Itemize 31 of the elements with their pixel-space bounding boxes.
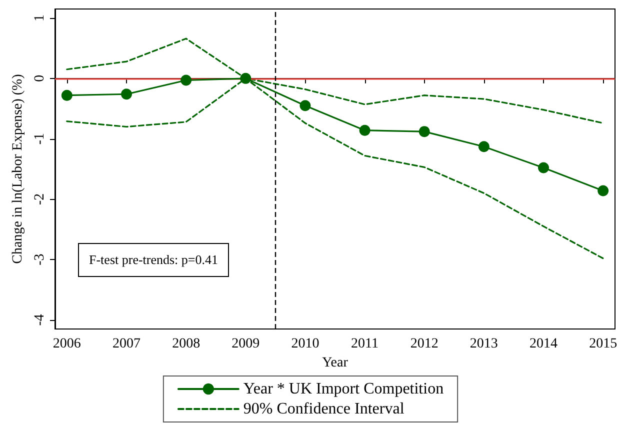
x-tick-label: 2011	[351, 336, 379, 352]
x-tick-label: 2006	[52, 336, 81, 352]
y-tick-label: -4	[32, 314, 48, 326]
point	[598, 185, 609, 196]
x-tick-label: 2012	[410, 336, 438, 352]
point	[240, 72, 252, 84]
point	[180, 74, 192, 86]
y-tick-label: 1	[32, 14, 48, 22]
x-tick-label: 2010	[291, 336, 320, 352]
y-tick-label: 0	[32, 74, 48, 82]
point	[418, 126, 430, 138]
point	[538, 162, 550, 174]
x-axis-title: Year	[322, 355, 348, 370]
point	[478, 141, 490, 152]
point	[121, 88, 132, 100]
y-tick-label: -2	[32, 193, 48, 206]
x-tick-label: 2014	[530, 336, 558, 352]
y-tick-label: -3	[32, 254, 48, 266]
point	[300, 100, 311, 112]
legend-label: Year * UK Import Competition	[243, 380, 444, 398]
x-tick-label: 2013	[470, 336, 498, 352]
point	[359, 124, 370, 136]
point	[61, 90, 72, 101]
legend-label: 90% Confidence Interval	[243, 400, 405, 418]
x-tick-label: 2009	[232, 336, 260, 352]
annotation: F-test pre-trends: p=0.41	[78, 243, 230, 277]
y-axis-title: Change in ln(Labor Expense) (%)	[10, 74, 26, 264]
x-tick-label: 2007	[112, 336, 140, 352]
x-tick-label: 2008	[172, 336, 200, 352]
x-tick-label: 2015	[589, 336, 618, 352]
y-tick-label: -1	[32, 132, 48, 145]
